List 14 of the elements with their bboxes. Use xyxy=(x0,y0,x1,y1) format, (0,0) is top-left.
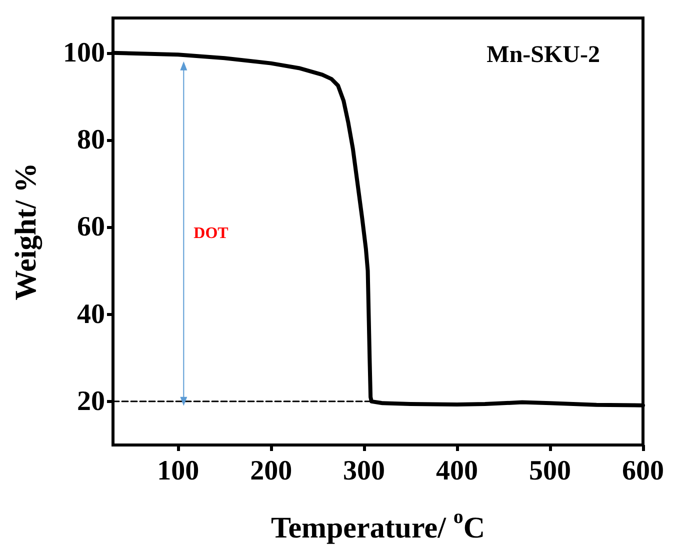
y-tick-label: 20 xyxy=(77,386,105,417)
x-tick-label: 300 xyxy=(343,456,386,486)
x-tick-label: 100 xyxy=(157,456,200,486)
y-tick-label: 60 xyxy=(77,212,105,243)
x-tick-label: 600 xyxy=(622,456,664,486)
x-tick-label: 400 xyxy=(436,456,478,486)
y-tick-label: 100 xyxy=(63,37,105,68)
text: Mn-SKU-2 xyxy=(486,42,600,68)
y-tick-label: 80 xyxy=(77,124,105,156)
x-tick-label: 200 xyxy=(250,456,292,486)
annotation: DOT xyxy=(194,225,229,242)
y-tick-label: 40 xyxy=(77,298,105,330)
x-tick-label: 500 xyxy=(529,456,572,486)
y-axis-title: Weight/ % xyxy=(10,162,42,300)
